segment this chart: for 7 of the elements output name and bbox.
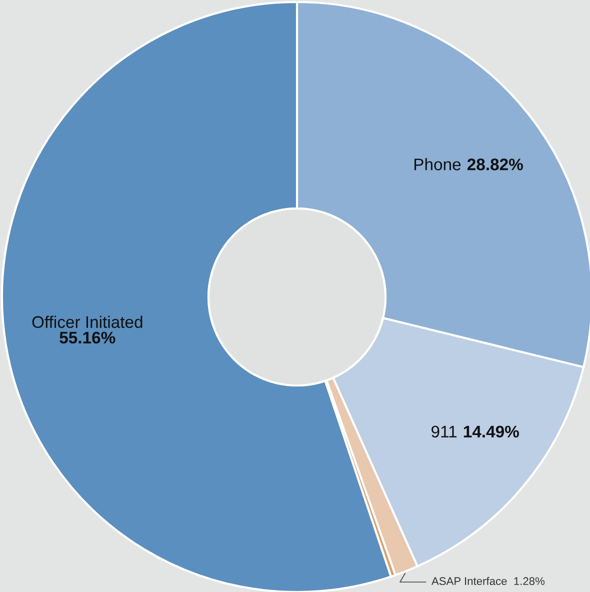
slice-label: Officer Initiated: [32, 316, 142, 328]
data-label: 14.49%: [464, 426, 519, 438]
slice-label: Phone: [414, 158, 461, 170]
slice-label: 911: [432, 426, 457, 438]
slice-label: ASAP Interface 1.28%: [431, 576, 545, 586]
data-label: 28.82%: [467, 158, 523, 170]
data-label: 55.16%: [60, 332, 116, 344]
